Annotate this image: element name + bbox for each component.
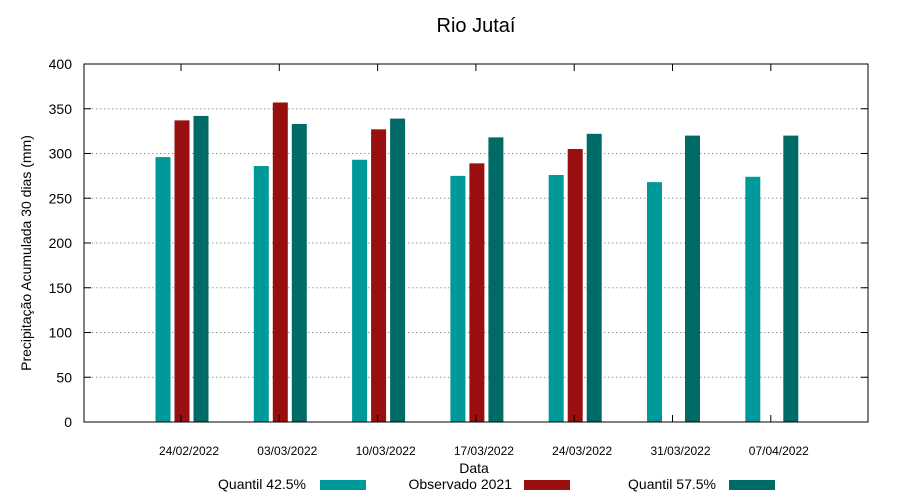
x-tick-label: 24/03/2022 bbox=[552, 444, 612, 458]
x-tick-label: 17/03/2022 bbox=[454, 444, 514, 458]
legend-swatch bbox=[729, 480, 775, 490]
y-axis-label: Precipitação Acumulada 30 dias (mm) bbox=[18, 135, 34, 371]
bar bbox=[783, 135, 799, 422]
legend-label: Quantil 57.5% bbox=[628, 476, 716, 492]
bar bbox=[352, 159, 368, 422]
bar bbox=[647, 182, 662, 422]
bar bbox=[155, 157, 171, 422]
legend-swatch bbox=[524, 480, 570, 490]
y-tick-label: 100 bbox=[49, 325, 73, 341]
legend-swatch bbox=[320, 480, 366, 490]
x-axis-label: Data bbox=[459, 460, 489, 476]
y-tick-label: 50 bbox=[56, 369, 72, 385]
y-tick-label: 250 bbox=[49, 190, 73, 206]
legend-label: Observado 2021 bbox=[408, 476, 512, 492]
bars bbox=[155, 102, 799, 423]
bar bbox=[745, 176, 761, 422]
y-tick-label: 400 bbox=[49, 56, 73, 72]
x-tick-label: 31/03/2022 bbox=[650, 444, 710, 458]
chart-title: Rio Jutaí bbox=[437, 15, 516, 37]
bar bbox=[174, 120, 190, 422]
x-tick-label: 07/04/2022 bbox=[749, 444, 809, 458]
y-tick-label: 0 bbox=[64, 414, 72, 430]
bar bbox=[548, 174, 564, 422]
bar bbox=[272, 102, 288, 423]
axis-ticks: 0 50 100 150 200 250 300 350 400 24/02/2022 03/03/… bbox=[49, 56, 868, 458]
bar bbox=[488, 137, 504, 422]
legend: Quantil 42.5% Observado 2021 Quantil 57.5% bbox=[218, 476, 775, 492]
y-tick-label: 150 bbox=[49, 280, 73, 296]
bar bbox=[291, 123, 307, 422]
y-tick-label: 350 bbox=[49, 101, 73, 117]
x-tick-label: 03/03/2022 bbox=[257, 444, 317, 458]
x-tick-label: 24/02/2022 bbox=[159, 444, 219, 458]
bar bbox=[567, 149, 583, 422]
y-tick-label: 300 bbox=[49, 146, 73, 162]
bar bbox=[193, 115, 209, 422]
bar bbox=[469, 163, 485, 422]
bar bbox=[253, 166, 269, 422]
legend-label: Quantil 42.5% bbox=[218, 476, 306, 492]
y-tick-label: 200 bbox=[49, 235, 73, 251]
bar bbox=[371, 129, 387, 422]
bar bbox=[586, 133, 602, 422]
x-tick-label: 10/03/2022 bbox=[356, 444, 416, 458]
bar bbox=[390, 118, 406, 422]
bar bbox=[685, 135, 700, 422]
bar bbox=[450, 175, 466, 422]
